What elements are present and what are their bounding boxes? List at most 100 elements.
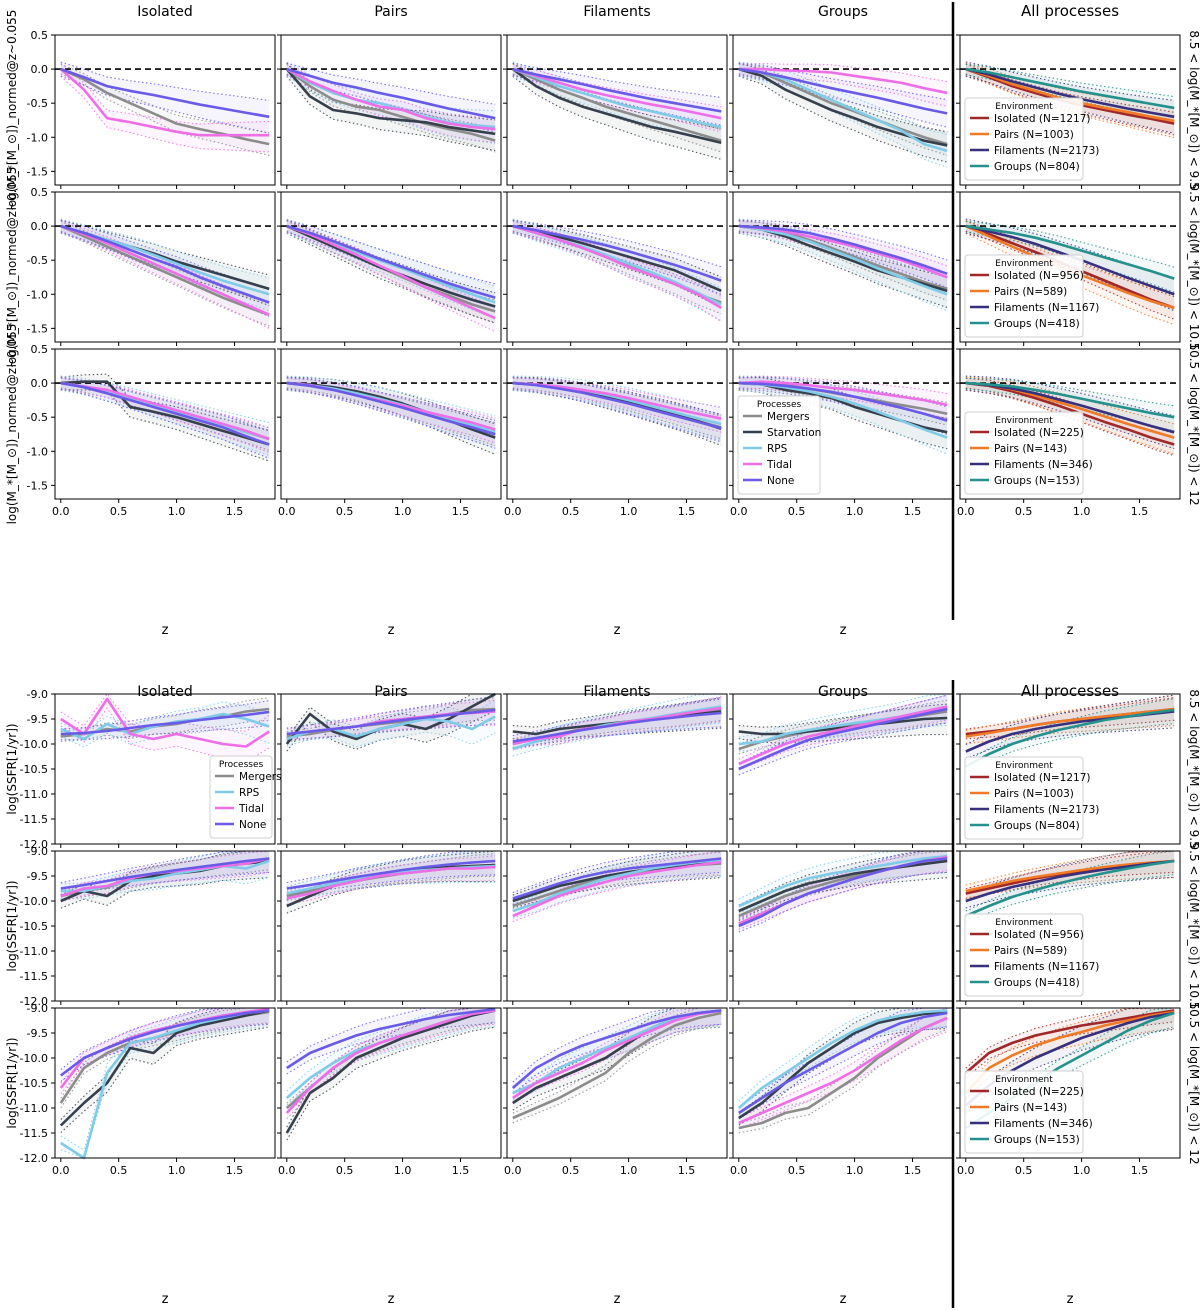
panel-c1-r2-col0: 0.0 0.5 1.0 1.5 -9.0 -9.5 -10.0 -10.5 -11.0 -11.5… (20, 1002, 276, 1177)
panel-c1-r2-col1: 0.0 0.5 1.0 1.5 (277, 1007, 502, 1177)
band-rps (512, 376, 722, 441)
lower-bound-none (286, 874, 496, 895)
series-line-none (60, 710, 270, 736)
x-tick-label: 1.5 (452, 1164, 470, 1177)
lower-bound-starvation (512, 1026, 722, 1111)
band-tidal (60, 694, 270, 762)
upper-bound-groups (965, 377, 1175, 407)
series-line-tidal (60, 224, 270, 316)
series-line-isolated (965, 381, 1175, 446)
x-tick-label: 1.0 (168, 1164, 186, 1177)
lower-bound-rps (512, 875, 722, 919)
series-line-pairs (965, 859, 1175, 893)
series-line-isolated (964, 1009, 1175, 1074)
y-tick-label: 0.0 (31, 63, 49, 76)
band-starvation (60, 1008, 270, 1133)
lower-bound-starvation (60, 877, 270, 909)
lower-bound-starvation (738, 232, 948, 309)
band-starvation (286, 377, 496, 455)
lower-bound-tidal (512, 388, 722, 433)
lower-bound-tidal (738, 719, 948, 771)
panel-c1-r1-col0: -9.0 -9.5 -10.0 -10.5 -11.0 -11.5 -12.0 (20, 845, 276, 1008)
upper-bound-starvation (738, 1007, 948, 1113)
row-mass-label: 10.5 < log(M_*[M_⊙]) < 12 (1187, 1001, 1200, 1164)
y-tick-label: -11.5 (20, 1127, 48, 1140)
panel-c0-r2-col1: 0.0 0.5 1.0 1.5 (277, 348, 502, 518)
axes-frame (280, 348, 502, 500)
upper-bound-none (512, 850, 722, 894)
x-tick-label: 1.5 (904, 505, 922, 518)
lower-bound-rps (512, 232, 722, 322)
band-starvation (738, 63, 948, 163)
band-tidal (738, 851, 948, 930)
panel-c0-r1-col3 (729, 191, 954, 346)
x-tick-label: 1.0 (620, 505, 638, 518)
panel-c1-r0-col2 (503, 693, 728, 848)
series-line-none (512, 224, 722, 282)
series-line-none (738, 707, 948, 771)
series-line-groups (965, 67, 1175, 110)
lower-bound-starvation (738, 389, 948, 450)
upper-bound-mergers (286, 853, 496, 892)
upper-bound-isolated (965, 850, 1175, 890)
upper-bound-none (738, 62, 948, 101)
panel-c0-r2-col0: 0.0 0.5 1.0 1.5 0.5 0.0 -0.5 -1.0 -1.5 (27, 343, 276, 518)
x-axis-label: z (840, 623, 847, 638)
lower-bound-rps (738, 1026, 948, 1116)
y-tick-label: -9.5 (27, 1027, 48, 1040)
panel-c0-r1-col0: 0.5 0.0 -0.5 -1.0 -1.5 (27, 186, 276, 346)
series-line-rps (737, 1009, 948, 1109)
lower-bound-mergers (738, 871, 948, 922)
x-tick-label: 1.5 (226, 505, 244, 518)
series-line-none (512, 67, 722, 113)
series-line-starvation (59, 1009, 270, 1127)
y-axis-label: log(SSFR[1/yr]) (5, 880, 19, 971)
lower-bound-mergers (286, 73, 496, 153)
lower-bound-mergers (512, 230, 722, 315)
environment-legend-entry: Filaments (N=346) (994, 1118, 1093, 1130)
y-tick-label: 0.5 (31, 186, 49, 199)
panel-c0-r2-col2: 0.0 0.5 1.0 1.5 (503, 348, 728, 518)
process-legend-entry: RPS (239, 787, 260, 799)
band-rps (738, 219, 948, 311)
lower-bound-tidal (60, 707, 270, 763)
series-line-none (286, 67, 496, 120)
upper-bound-tidal (60, 220, 270, 304)
lower-bound-filaments (965, 727, 1175, 760)
upper-bound-tidal (738, 850, 948, 920)
y-tick-label: -12.0 (20, 1152, 48, 1165)
upper-bound-none (286, 219, 496, 285)
upper-bound-none (512, 62, 722, 99)
y-tick-label: -10.5 (20, 920, 48, 933)
series-line-tidal (738, 1016, 948, 1125)
upper-bound-rps (286, 61, 496, 112)
y-tick-label: -1.0 (27, 131, 48, 144)
series-line-mergers (286, 68, 496, 142)
band-none (738, 695, 948, 775)
axes-frame (506, 34, 728, 186)
environment-legend-box (964, 1070, 1084, 1154)
upper-bound-none (60, 61, 270, 101)
upper-bound-isolated (965, 1007, 1175, 1069)
lower-bound-mergers (60, 73, 270, 156)
series-line-none (286, 708, 496, 736)
x-tick-label: 0.0 (730, 505, 748, 518)
x-tick-label: 1.5 (904, 1164, 922, 1177)
panel-c0-r1-col2 (503, 191, 728, 346)
axes-frame (959, 348, 1181, 500)
x-axis-label: z (162, 1292, 169, 1307)
lower-bound-mergers (738, 722, 948, 755)
band-rps (286, 376, 496, 449)
upper-bound-starvation (60, 1007, 270, 1120)
series-line-rps (286, 67, 496, 129)
x-axis-label: z (1067, 1292, 1074, 1307)
environment-legend-entry: Isolated (N=1217) (994, 113, 1091, 125)
process-legend-entry: Starvation (767, 427, 821, 439)
panel-c1-r0-col3 (729, 693, 954, 848)
y-tick-label: -9.0 (27, 845, 48, 858)
band-tidal (512, 1008, 722, 1104)
